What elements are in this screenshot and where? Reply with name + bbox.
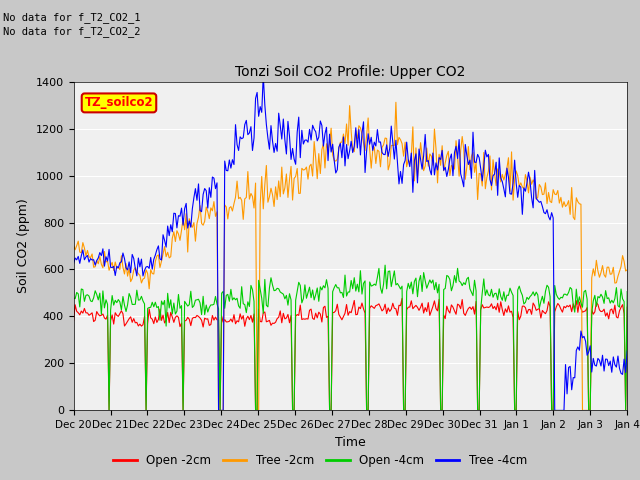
Title: Tonzi Soil CO2 Profile: Upper CO2: Tonzi Soil CO2 Profile: Upper CO2 — [236, 65, 465, 79]
X-axis label: Time: Time — [335, 436, 366, 449]
Legend: Open -2cm, Tree -2cm, Open -4cm, Tree -4cm: Open -2cm, Tree -2cm, Open -4cm, Tree -4… — [108, 449, 532, 472]
Text: No data for f_T2_CO2_1: No data for f_T2_CO2_1 — [3, 12, 141, 23]
Text: TZ_soilco2: TZ_soilco2 — [84, 96, 154, 109]
Text: No data for f_T2_CO2_2: No data for f_T2_CO2_2 — [3, 26, 141, 37]
Y-axis label: Soil CO2 (ppm): Soil CO2 (ppm) — [17, 199, 30, 293]
